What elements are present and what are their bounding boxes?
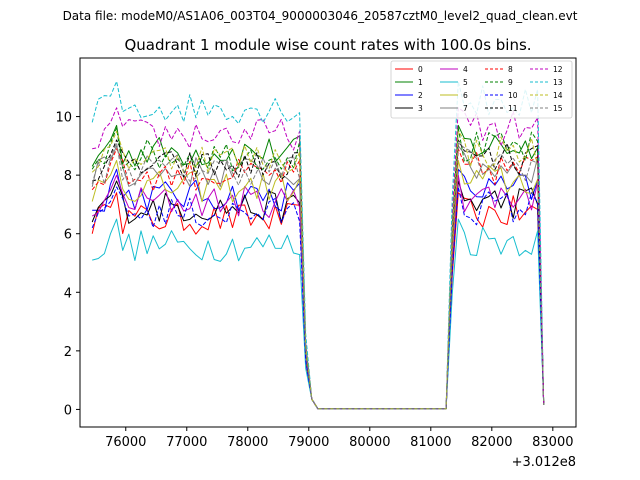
y-tick-label: 10 <box>55 111 72 126</box>
series-line-14 <box>91 130 545 410</box>
legend-label-7: 7 <box>463 104 468 113</box>
legend-label-1: 1 <box>418 78 423 87</box>
legend-label-3: 3 <box>418 104 423 113</box>
x-axis: 76000 77000 78000 79000 80000 81000 82000 83000 <box>105 427 573 450</box>
series-line-7 <box>91 145 545 410</box>
series-line-0 <box>91 192 545 410</box>
x-tick-label: 76000 <box>105 435 146 450</box>
series-lines <box>91 80 545 410</box>
y-axis: 0 2 4 6 8 10 <box>55 111 80 418</box>
plot-frame <box>79 57 577 428</box>
series-line-6 <box>91 160 545 410</box>
legend-label-10: 10 <box>508 91 518 100</box>
legend-label-4: 4 <box>463 65 468 74</box>
y-tick-label: 2 <box>64 345 72 360</box>
x-tick-label: 79000 <box>288 435 329 450</box>
x-tick-label: 80000 <box>349 435 390 450</box>
legend-label-15: 15 <box>553 104 563 113</box>
legend-label-12: 12 <box>553 65 563 74</box>
y-tick-label: 6 <box>64 228 72 243</box>
series-line-1 <box>91 124 545 410</box>
chart-title: Quadrant 1 module wise count rates with … <box>124 36 531 54</box>
x-tick-label: 83000 <box>532 435 573 450</box>
x-tick-label: 82000 <box>471 435 512 450</box>
legend-label-0: 0 <box>418 65 423 74</box>
series-line-15 <box>91 142 545 410</box>
series-line-5 <box>92 218 545 410</box>
legend-label-5: 5 <box>463 78 468 87</box>
y-tick-label: 0 <box>64 403 72 418</box>
series-line-11 <box>92 139 545 410</box>
legend-box <box>390 60 573 119</box>
chart-suptitle: Data file: modeM0/AS1A06_003T04_90000030… <box>63 9 578 23</box>
y-tick-label: 8 <box>64 169 72 184</box>
y-tick-label: 4 <box>64 286 72 301</box>
x-tick-label: 78000 <box>227 435 268 450</box>
legend-label-14: 14 <box>553 91 563 100</box>
series-line-9 <box>91 127 545 410</box>
legend-label-11: 11 <box>508 104 518 113</box>
x-tick-label: 77000 <box>166 435 207 450</box>
legend-label-8: 8 <box>508 65 513 74</box>
x-offset-label: +3.012e8 <box>512 455 576 470</box>
legend-label-2: 2 <box>418 91 423 100</box>
x-tick-label: 81000 <box>410 435 451 450</box>
legend-label-9: 9 <box>508 78 513 87</box>
legend-label-6: 6 <box>463 91 468 100</box>
series-line-2 <box>92 168 545 410</box>
legend-label-13: 13 <box>553 78 563 87</box>
series-line-13 <box>91 80 545 410</box>
